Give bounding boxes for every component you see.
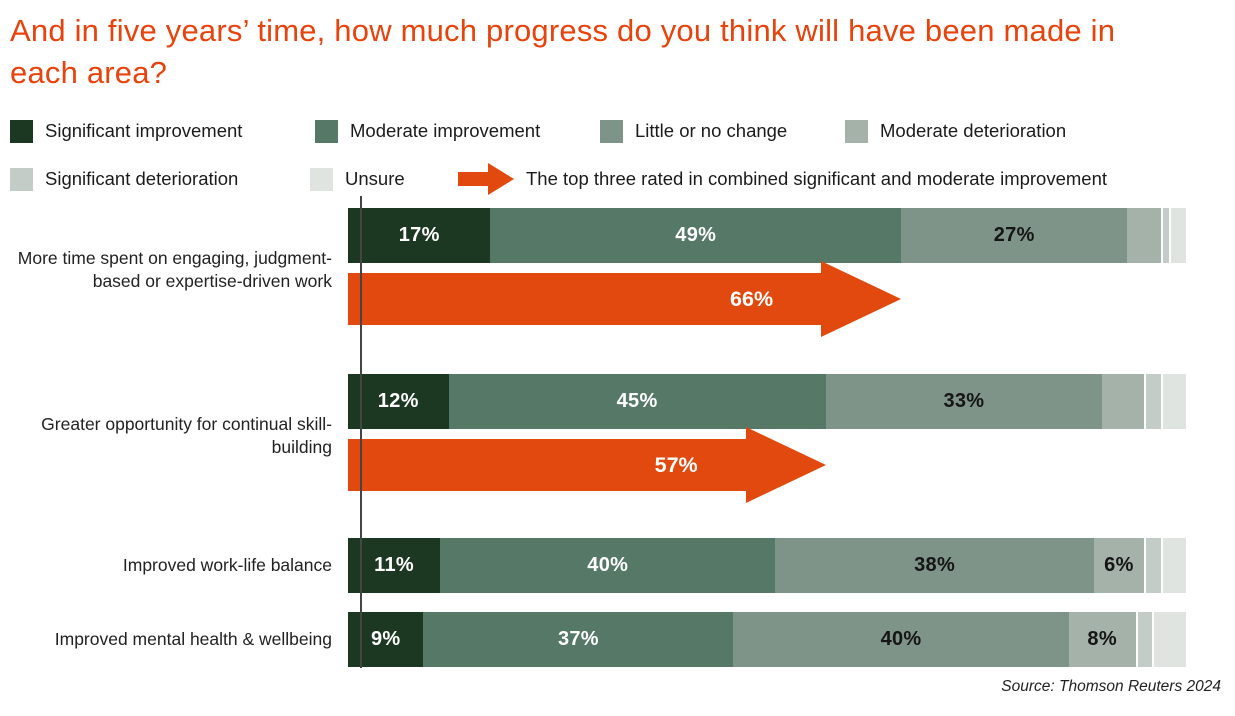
bar-segment: 45% xyxy=(448,374,826,430)
legend-item-label: Significant deterioration xyxy=(45,168,239,190)
stacked-bar-chart: More time spent on engaging, judgment-ba… xyxy=(0,196,1235,669)
improvement-arrow: 66% xyxy=(348,261,902,338)
segment-value-label: 27% xyxy=(993,224,1035,247)
source-credit: Source: Thomson Reuters 2024 xyxy=(1001,678,1221,695)
bar-segment: 27% xyxy=(901,208,1128,264)
bar-segment: 37% xyxy=(423,612,734,668)
legend-arrow-note-text: The top three rated in combined signific… xyxy=(526,168,1108,190)
improvement-arrow-head xyxy=(745,427,826,504)
bar-segment xyxy=(1102,374,1145,430)
segment-value-label: 11% xyxy=(374,554,414,577)
row-main: 11% 40% 38% 6% xyxy=(348,538,1193,594)
legend-swatch xyxy=(845,119,868,143)
legend-row-1: Significant improvement Moderate improvem… xyxy=(10,116,1235,146)
improvement-arrow-value: 66% xyxy=(730,286,774,311)
legend-arrow-note: The top three rated in combined signific… xyxy=(458,163,1108,196)
bar-segment: 11% xyxy=(348,538,441,594)
category-label: Greater opportunity for continual skill-… xyxy=(41,414,332,458)
legend-item: Moderate improvement xyxy=(315,119,600,143)
segment-value-label: 33% xyxy=(943,390,985,413)
row-main: 9% 37% 40% 8% xyxy=(348,612,1193,668)
chart-row: Improved work-life balance 11% 40% 38% 6% xyxy=(0,538,1235,594)
bar-segment xyxy=(1152,612,1186,668)
improvement-arrow-body: 57% xyxy=(348,439,746,492)
category-label: Improved mental health & wellbeing xyxy=(54,629,332,650)
bar-segment: 17% xyxy=(348,208,491,264)
segment-value-label: 38% xyxy=(914,554,956,577)
chart-row: Greater opportunity for continual skill-… xyxy=(0,374,1235,504)
legend-row-2: Significant deterioration Unsure The top … xyxy=(10,163,1235,196)
bar-segment xyxy=(1160,374,1186,430)
legend-swatch xyxy=(310,167,333,191)
bar-segment: 40% xyxy=(733,612,1069,668)
chart-rows: More time spent on engaging, judgment-ba… xyxy=(0,208,1235,668)
improvement-arrow-value: 57% xyxy=(654,452,698,477)
improvement-arrow-row: 66% xyxy=(348,261,1186,338)
y-axis-line xyxy=(360,196,362,669)
stacked-bar: 17% 49% 27% xyxy=(348,208,1186,264)
segment-value-label: 6% xyxy=(1104,554,1134,577)
bar-segment: 33% xyxy=(825,374,1103,430)
segment-value-label: 45% xyxy=(616,390,658,413)
legend-item: Little or no change xyxy=(600,119,845,143)
chart-title: And in five years’ time, how much progre… xyxy=(10,13,1116,91)
bar-segment: 8% xyxy=(1068,612,1136,668)
bar-segment: 12% xyxy=(348,374,449,430)
legend-item: Significant improvement xyxy=(10,119,315,143)
bar-segment xyxy=(1135,612,1153,668)
improvement-arrow-row: 57% xyxy=(348,427,1186,504)
improvement-arrow-head xyxy=(821,261,902,338)
segment-value-label: 49% xyxy=(675,224,717,247)
bar-segment xyxy=(1160,208,1170,264)
bar-segment: 6% xyxy=(1093,538,1145,594)
legend-swatch xyxy=(600,119,623,143)
row-main: 12% 45% 33% 57% xyxy=(348,374,1193,504)
legend-swatch xyxy=(315,119,338,143)
segment-value-label: 8% xyxy=(1087,628,1117,651)
improvement-arrow-body: 66% xyxy=(348,273,822,326)
chart-row: More time spent on engaging, judgment-ba… xyxy=(0,208,1235,338)
bar-segment xyxy=(1160,538,1186,594)
stacked-bar: 11% 40% 38% 6% xyxy=(348,538,1186,594)
legend-item: Significant deterioration xyxy=(10,167,310,191)
legend-swatch xyxy=(10,119,33,143)
segment-value-label: 40% xyxy=(880,628,922,651)
segment-value-label: 37% xyxy=(557,628,599,651)
bar-segment xyxy=(1144,538,1161,594)
arrow-icon xyxy=(458,163,514,196)
bar-segment: 40% xyxy=(440,538,776,594)
category-label: More time spent on engaging, judgment-ba… xyxy=(17,248,332,292)
legend: Significant improvement Moderate improvem… xyxy=(10,116,1235,196)
legend-item-label: Moderate improvement xyxy=(350,120,541,142)
bar-segment: 49% xyxy=(490,208,902,264)
row-main: 17% 49% 27% 66% xyxy=(348,208,1193,338)
legend-swatch xyxy=(10,167,33,191)
bar-segment: 38% xyxy=(775,538,1094,594)
improvement-arrow: 57% xyxy=(348,427,826,504)
bar-segment xyxy=(1127,208,1161,264)
stacked-bar: 12% 45% 33% xyxy=(348,374,1186,430)
bar-segment xyxy=(1144,374,1161,430)
legend-item: Moderate deterioration xyxy=(845,119,1067,143)
legend-item-label: Significant improvement xyxy=(45,120,243,142)
segment-value-label: 12% xyxy=(377,390,419,413)
stacked-bar: 9% 37% 40% 8% xyxy=(348,612,1186,668)
legend-item: Unsure xyxy=(310,167,440,191)
legend-item-label: Unsure xyxy=(345,168,405,190)
chart-row: Improved mental health & wellbeing 9% 37% 4… xyxy=(0,612,1235,668)
legend-item-label: Moderate deterioration xyxy=(880,120,1067,142)
category-label: Improved work-life balance xyxy=(122,555,332,576)
segment-value-label: 17% xyxy=(398,224,440,247)
segment-value-label: 9% xyxy=(370,628,401,651)
legend-item-label: Little or no change xyxy=(635,120,788,142)
bar-segment xyxy=(1169,208,1186,264)
segment-value-label: 40% xyxy=(587,554,629,577)
